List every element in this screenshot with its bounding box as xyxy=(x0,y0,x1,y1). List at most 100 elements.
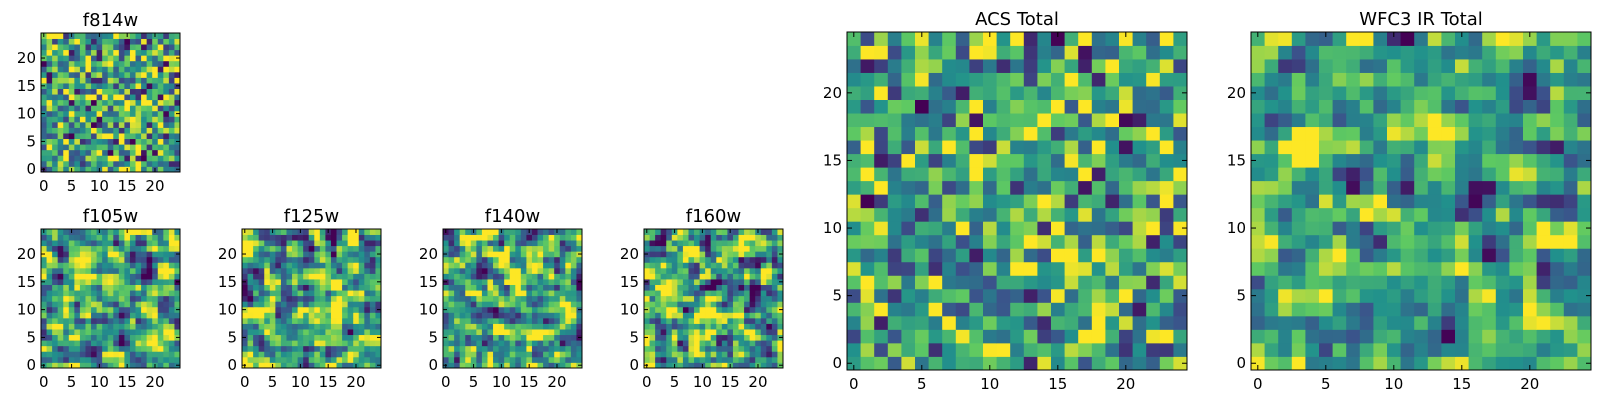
heatmap-cell xyxy=(1550,86,1565,100)
heatmap-cell xyxy=(141,229,148,235)
heatmap-cell xyxy=(454,351,461,358)
heatmap-cell xyxy=(996,302,1011,317)
heatmap-cell xyxy=(1455,248,1469,263)
heatmap-cell xyxy=(1523,32,1537,46)
heatmap-cell xyxy=(41,88,47,95)
heatmap-cell xyxy=(1536,261,1551,276)
heatmap-cell xyxy=(152,155,159,162)
heatmap-cell xyxy=(364,362,371,369)
heatmap-cell xyxy=(247,295,254,302)
heatmap-cell xyxy=(771,317,778,324)
heatmap-cell xyxy=(253,240,260,247)
heatmap-cell xyxy=(375,301,382,308)
heatmap-cell xyxy=(459,362,466,369)
heatmap-cell xyxy=(336,356,343,363)
heatmap-cell xyxy=(152,284,159,291)
heatmap-cell xyxy=(68,60,75,67)
heatmap-cell xyxy=(102,251,109,258)
heatmap-cell xyxy=(85,133,92,140)
heatmap-cell xyxy=(531,351,538,358)
heatmap-cell xyxy=(52,121,59,128)
heatmap-cell xyxy=(570,290,577,297)
heatmap-cell xyxy=(68,55,75,62)
heatmap-cell xyxy=(113,94,120,101)
heatmap-cell xyxy=(168,127,175,134)
heatmap-cell xyxy=(152,323,159,330)
heatmap-cell xyxy=(1441,194,1456,209)
heatmap-cell xyxy=(74,49,81,56)
heatmap-cell xyxy=(102,351,109,358)
heatmap-cell xyxy=(570,334,577,341)
heatmap-cell xyxy=(168,273,175,280)
heatmap-cell xyxy=(102,55,109,62)
heatmap-cell xyxy=(152,290,159,297)
heatmap-cell xyxy=(1577,167,1592,182)
heatmap-cell xyxy=(493,340,499,347)
heatmap-cell xyxy=(118,312,125,319)
heatmap-cell xyxy=(152,306,159,313)
heatmap-cell xyxy=(369,340,376,347)
heatmap-cell xyxy=(1400,302,1415,317)
heatmap-cell xyxy=(314,245,321,252)
heatmap-cell xyxy=(113,234,120,241)
heatmap-cell xyxy=(928,113,943,128)
heatmap-cell xyxy=(1332,113,1347,128)
heatmap-cell xyxy=(74,273,81,280)
heatmap-cell xyxy=(548,351,555,358)
heatmap-cell xyxy=(666,334,673,341)
heatmap-cell xyxy=(732,345,739,352)
heatmap-cell xyxy=(649,362,656,369)
heatmap-cell xyxy=(336,295,343,302)
heatmap-cell xyxy=(152,121,159,128)
heatmap-cell xyxy=(364,301,371,308)
heatmap-cell xyxy=(107,121,114,128)
heatmap-cell xyxy=(688,229,695,235)
heatmap-cell xyxy=(174,240,181,247)
heatmap-cell xyxy=(152,60,159,67)
heatmap-cell xyxy=(1482,180,1497,195)
heatmap-cell xyxy=(1563,32,1578,46)
heatmap-cell xyxy=(983,248,997,263)
heatmap-cell xyxy=(57,55,64,62)
heatmap-cell xyxy=(163,323,170,330)
heatmap-cell xyxy=(163,144,170,151)
heatmap-cell xyxy=(732,251,739,258)
heatmap-cell xyxy=(644,329,650,336)
heatmap-cell xyxy=(247,306,254,313)
heatmap-cell xyxy=(671,345,678,352)
heatmap-cell xyxy=(874,113,889,128)
heatmap-cell xyxy=(1441,221,1456,236)
heatmap-cell xyxy=(102,306,109,313)
heatmap-cell xyxy=(554,262,561,269)
heatmap-cell xyxy=(91,279,97,285)
heatmap-cell xyxy=(292,262,298,269)
heatmap-cell xyxy=(543,295,550,302)
heatmap-cell xyxy=(96,66,103,73)
x-tick-label: 20 xyxy=(346,373,365,391)
heatmap-cell xyxy=(732,301,739,308)
heatmap-cell xyxy=(777,356,784,363)
heatmap-cell xyxy=(63,38,70,45)
heatmap-cell xyxy=(336,273,343,280)
heatmap-cell xyxy=(1359,315,1374,330)
heatmap-cell xyxy=(565,240,572,247)
heatmap-cell xyxy=(509,317,516,324)
heatmap-cell xyxy=(1173,356,1188,371)
heatmap-cell xyxy=(113,105,120,112)
heatmap-cell xyxy=(682,234,689,241)
heatmap-wfc3-ir-total xyxy=(1251,32,1592,371)
heatmap-cell xyxy=(744,301,751,308)
heatmap-cell xyxy=(63,71,70,78)
heatmap-cell xyxy=(1509,126,1524,141)
heatmap-cell xyxy=(955,153,970,168)
heatmap-cell xyxy=(330,317,337,324)
heatmap-cell xyxy=(1441,32,1456,46)
heatmap-cell xyxy=(559,317,566,324)
heatmap-cell xyxy=(694,245,700,252)
heatmap-cell xyxy=(41,71,47,78)
heatmap-cell xyxy=(955,356,970,371)
heatmap-cell xyxy=(755,329,762,336)
heatmap-cell xyxy=(716,351,723,358)
heatmap-cell xyxy=(694,267,700,274)
heatmap-cell xyxy=(738,256,745,263)
